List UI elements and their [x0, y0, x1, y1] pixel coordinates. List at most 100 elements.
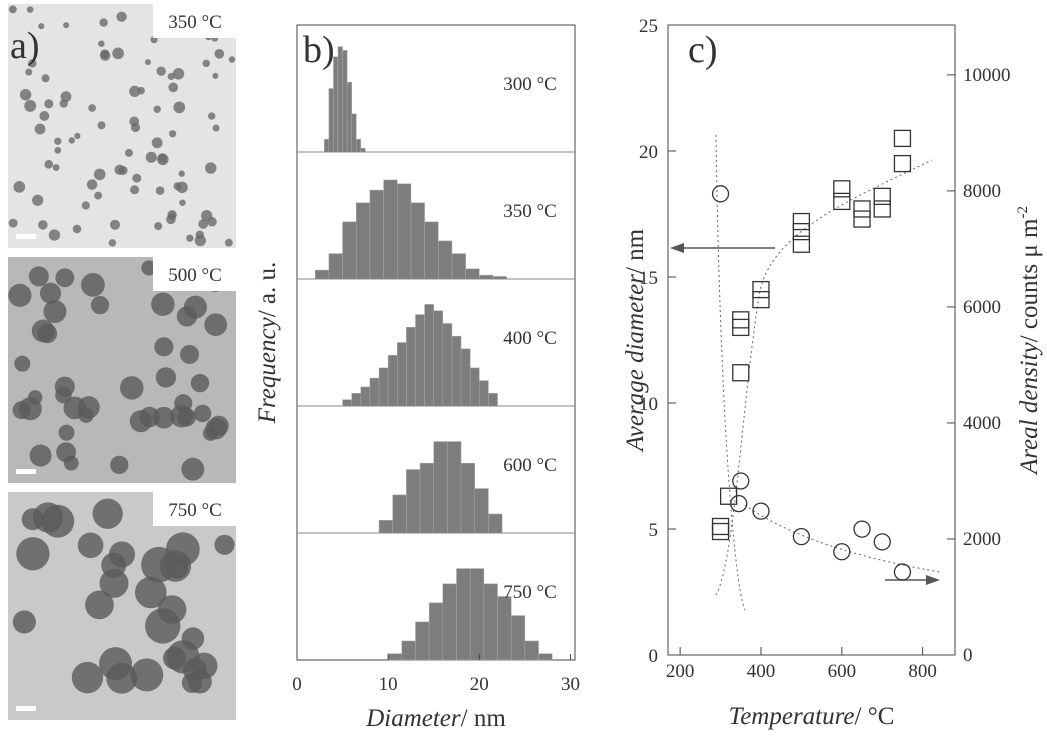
particle — [208, 415, 229, 436]
particle — [176, 181, 188, 194]
hist-bar — [488, 393, 498, 407]
x-tick-label: 200 — [666, 661, 695, 682]
particle — [181, 627, 205, 650]
fit-curve — [715, 159, 933, 596]
hist-bar — [510, 615, 526, 661]
hist-bar — [328, 88, 334, 153]
particle — [28, 59, 37, 68]
particle — [141, 260, 157, 276]
particle — [58, 424, 75, 441]
circle-marker — [792, 528, 811, 546]
particle — [205, 162, 217, 174]
y2-tick-label: 4000 — [963, 413, 1001, 434]
particle — [202, 59, 210, 68]
particle — [214, 49, 225, 59]
y2-tick-label: 10000 — [963, 65, 1011, 86]
particle — [38, 220, 48, 230]
particle — [130, 658, 164, 692]
particle — [99, 647, 133, 681]
x-tick-label: 10 — [379, 674, 398, 695]
hist-bar — [460, 462, 475, 534]
particle — [159, 550, 192, 582]
hist-bar — [438, 240, 453, 280]
square-marker — [792, 222, 811, 241]
circle-marker — [893, 563, 912, 581]
particle — [116, 11, 127, 22]
hist-bar — [465, 268, 480, 280]
hist-bar — [360, 386, 371, 407]
particle — [166, 214, 176, 225]
particle — [8, 218, 18, 228]
particle — [112, 47, 124, 60]
micrograph — [8, 4, 236, 248]
hist-bar — [410, 202, 425, 280]
panel-label: c) — [688, 29, 718, 71]
x-tick-label: 400 — [747, 661, 776, 682]
series-label: 750 °C — [503, 582, 557, 603]
particle — [109, 219, 121, 230]
y-tick-label: 20 — [639, 142, 658, 163]
particle — [228, 56, 236, 63]
hist-bar — [360, 147, 366, 153]
particle — [178, 170, 185, 177]
particle — [43, 300, 67, 324]
label-unit: / nm — [622, 228, 649, 274]
square-marker — [752, 280, 770, 299]
particle — [29, 444, 52, 467]
square-marker — [711, 522, 730, 541]
particle — [212, 124, 220, 132]
scale-bar — [16, 234, 36, 239]
particle — [151, 292, 175, 316]
hist-bar — [524, 640, 539, 661]
circle-marker — [873, 533, 891, 551]
particle — [193, 404, 212, 423]
particle — [134, 576, 167, 609]
arrow-head — [670, 243, 684, 253]
particle — [114, 164, 125, 176]
particle — [155, 186, 165, 195]
particle — [26, 6, 34, 13]
hist-bar — [415, 314, 425, 407]
particle — [63, 22, 70, 29]
particle — [41, 74, 50, 83]
y2-tick-label: 2000 — [963, 529, 1001, 550]
particle — [168, 82, 179, 93]
x-tick-label: 600 — [828, 661, 857, 682]
square-marker — [833, 180, 851, 198]
label-unit: / nm — [461, 705, 507, 732]
particle — [99, 18, 108, 27]
particle — [86, 179, 98, 190]
hist-bar — [397, 342, 407, 407]
y-axis-title: Average diameter/ nm — [622, 228, 649, 453]
particle — [85, 590, 114, 620]
hist-bar — [479, 380, 489, 407]
particle — [179, 344, 199, 364]
particle — [129, 85, 141, 98]
x-tick-label: 0 — [292, 674, 302, 695]
hist-bar — [392, 494, 407, 534]
arrow-head — [926, 575, 940, 585]
particle — [14, 355, 31, 372]
square-marker — [873, 187, 891, 206]
particle — [132, 173, 142, 183]
square-marker — [833, 192, 851, 211]
label-italic: Diameter — [365, 705, 461, 732]
particle — [8, 283, 32, 307]
particle — [27, 390, 43, 405]
hist-bar — [456, 568, 471, 661]
particle — [177, 407, 196, 427]
particle — [207, 112, 216, 120]
image-label: 350 °C — [168, 12, 222, 33]
particle — [100, 50, 111, 61]
hist-bar — [424, 304, 434, 407]
particle — [88, 104, 96, 112]
particle — [92, 498, 123, 529]
square-marker — [873, 200, 891, 218]
image-label: 750 °C — [168, 500, 222, 521]
label-unit: / °C — [855, 703, 895, 730]
hist-bar — [378, 520, 393, 534]
particle — [154, 337, 174, 357]
label-sup: -2 — [1015, 206, 1031, 219]
hist-bar — [387, 354, 398, 407]
y-tick-label: 0 — [649, 646, 659, 667]
